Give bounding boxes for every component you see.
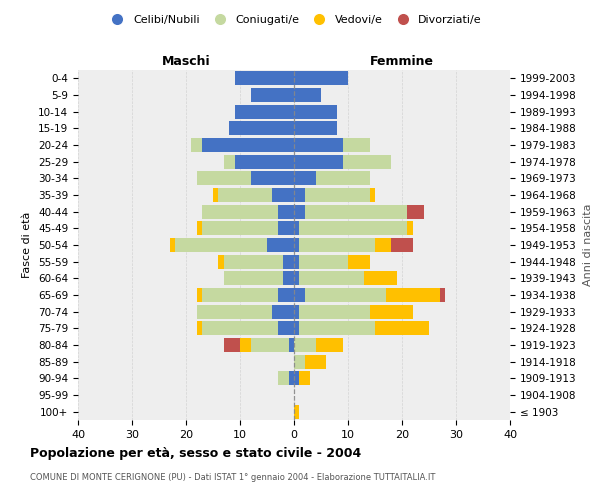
Bar: [294, 404, 299, 419]
Bar: [213, 188, 218, 202]
Legend: Celibi/Nubili, Coniugati/e, Vedovi/e, Divorziati/e: Celibi/Nubili, Coniugati/e, Vedovi/e, Di…: [102, 10, 486, 29]
Bar: [272, 304, 294, 319]
Bar: [278, 371, 289, 386]
Bar: [289, 371, 294, 386]
Bar: [299, 322, 375, 336]
Bar: [316, 338, 343, 352]
Bar: [299, 238, 375, 252]
Bar: [218, 254, 224, 269]
Bar: [294, 138, 343, 152]
Bar: [343, 138, 370, 152]
Bar: [407, 204, 424, 219]
Bar: [224, 254, 283, 269]
Bar: [197, 304, 272, 319]
Bar: [278, 288, 294, 302]
Bar: [375, 238, 391, 252]
Bar: [175, 238, 267, 252]
Bar: [294, 204, 305, 219]
Bar: [283, 254, 294, 269]
Bar: [235, 71, 294, 86]
Bar: [202, 138, 294, 152]
Bar: [386, 288, 440, 302]
Bar: [294, 104, 337, 118]
Bar: [294, 188, 305, 202]
Bar: [240, 338, 251, 352]
Bar: [364, 271, 397, 285]
Bar: [294, 304, 299, 319]
Bar: [294, 254, 299, 269]
Bar: [391, 238, 413, 252]
Bar: [370, 304, 413, 319]
Bar: [278, 221, 294, 236]
Bar: [251, 338, 289, 352]
Text: COMUNE DI MONTE CERIGNONE (PU) - Dati ISTAT 1° gennaio 2004 - Elaborazione TUTTA: COMUNE DI MONTE CERIGNONE (PU) - Dati IS…: [30, 472, 436, 482]
Bar: [283, 271, 294, 285]
Bar: [294, 154, 343, 169]
Bar: [235, 104, 294, 118]
Bar: [202, 221, 278, 236]
Bar: [299, 304, 370, 319]
Bar: [305, 354, 326, 369]
Bar: [299, 221, 407, 236]
Bar: [251, 171, 294, 186]
Bar: [289, 338, 294, 352]
Bar: [316, 171, 370, 186]
Bar: [299, 371, 310, 386]
Text: Popolazione per età, sesso e stato civile - 2004: Popolazione per età, sesso e stato civil…: [30, 448, 361, 460]
Bar: [299, 254, 348, 269]
Bar: [224, 271, 283, 285]
Bar: [440, 288, 445, 302]
Bar: [299, 271, 364, 285]
Bar: [294, 121, 337, 136]
Bar: [197, 322, 202, 336]
Bar: [272, 188, 294, 202]
Bar: [294, 221, 299, 236]
Bar: [224, 338, 240, 352]
Bar: [305, 204, 407, 219]
Bar: [202, 288, 278, 302]
Text: Femmine: Femmine: [370, 54, 434, 68]
Bar: [294, 238, 299, 252]
Bar: [197, 171, 251, 186]
Bar: [235, 154, 294, 169]
Bar: [294, 371, 299, 386]
Bar: [278, 322, 294, 336]
Bar: [348, 254, 370, 269]
Bar: [305, 288, 386, 302]
Bar: [343, 154, 391, 169]
Bar: [197, 221, 202, 236]
Bar: [267, 238, 294, 252]
Text: Maschi: Maschi: [161, 54, 211, 68]
Bar: [375, 322, 429, 336]
Bar: [251, 88, 294, 102]
Bar: [407, 221, 413, 236]
Bar: [294, 288, 305, 302]
Bar: [294, 322, 299, 336]
Bar: [278, 204, 294, 219]
Bar: [294, 171, 316, 186]
Bar: [294, 271, 299, 285]
Bar: [294, 338, 316, 352]
Bar: [202, 204, 278, 219]
Bar: [202, 322, 278, 336]
Bar: [191, 138, 202, 152]
Bar: [305, 188, 370, 202]
Bar: [197, 288, 202, 302]
Bar: [218, 188, 272, 202]
Bar: [229, 121, 294, 136]
Y-axis label: Fasce di età: Fasce di età: [22, 212, 32, 278]
Bar: [294, 88, 321, 102]
Bar: [294, 71, 348, 86]
Bar: [170, 238, 175, 252]
Bar: [224, 154, 235, 169]
Bar: [370, 188, 375, 202]
Y-axis label: Anni di nascita: Anni di nascita: [583, 204, 593, 286]
Bar: [294, 354, 305, 369]
